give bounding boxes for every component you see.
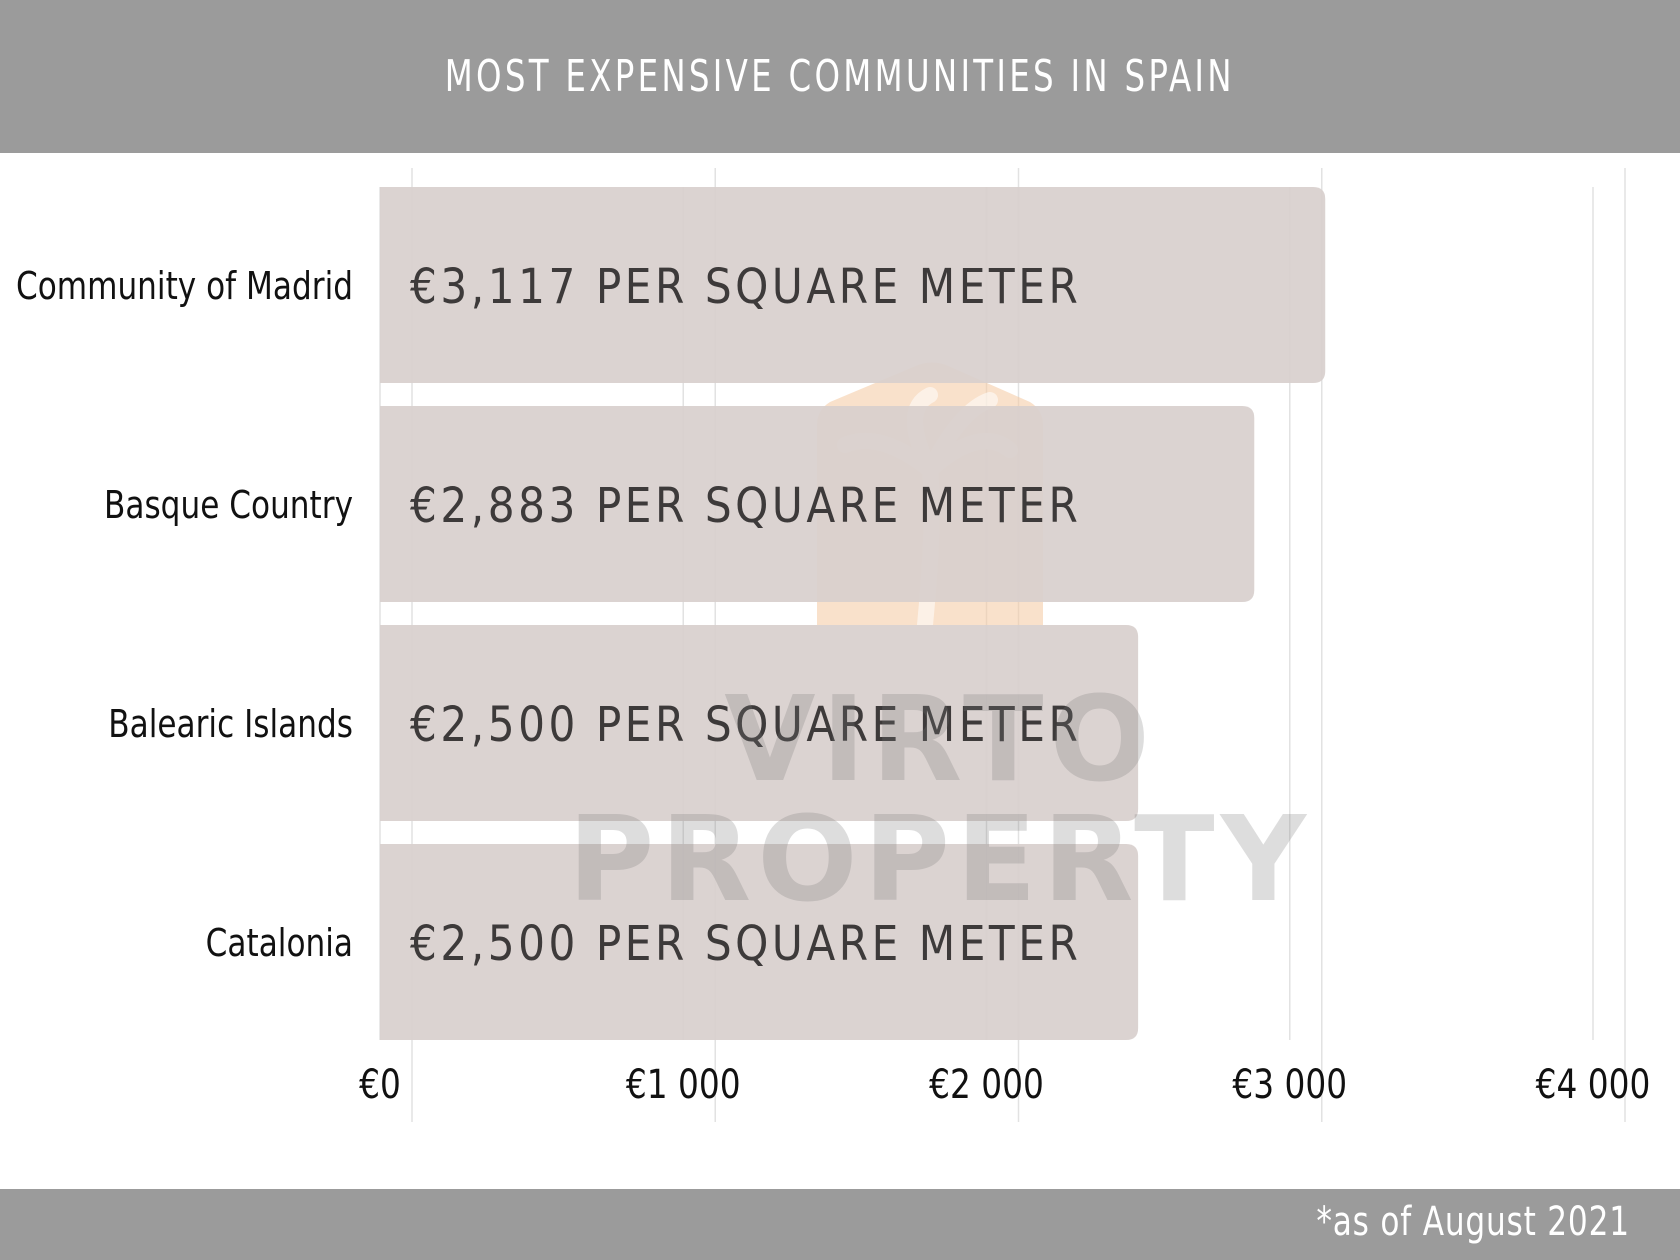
bar-chart: €3,117 PER SQUARE METER €2,883 PER SQUARE… bbox=[16, 168, 1650, 1122]
x-tick-label: €3 000 bbox=[1232, 1061, 1347, 1108]
bars: €3,117 PER SQUARE METER €2,883 PER SQUARE… bbox=[380, 187, 1326, 1040]
chart-footer: *as of August 2021 bbox=[0, 1189, 1680, 1260]
bar-value-label: €2,500 PER SQUARE METER bbox=[410, 696, 1081, 752]
bar-value-label: €2,883 PER SQUARE METER bbox=[410, 477, 1081, 533]
category-label: Community of Madrid bbox=[16, 265, 353, 309]
bar bbox=[380, 187, 1326, 383]
category-label: Basque Country bbox=[104, 484, 353, 528]
chart-title: MOST EXPENSIVE COMMUNITIES IN SPAIN bbox=[444, 51, 1236, 102]
category-label: Balearic Islands bbox=[108, 703, 353, 747]
x-tick-label: €0 bbox=[359, 1061, 401, 1108]
x-tick-label: €4 000 bbox=[1536, 1061, 1651, 1108]
chart-header: MOST EXPENSIVE COMMUNITIES IN SPAIN bbox=[0, 0, 1680, 153]
bar bbox=[380, 406, 1255, 602]
bar-value-label: €3,117 PER SQUARE METER bbox=[410, 258, 1081, 314]
date-note: *as of August 2021 bbox=[1316, 1199, 1630, 1245]
category-label: Catalonia bbox=[206, 922, 353, 966]
category-labels: Community of Madrid Basque Country Baleari… bbox=[16, 265, 353, 966]
bar bbox=[380, 844, 1139, 1040]
x-axis-ticks: €0 €1 000 €2 000 €3 000 €4 000 bbox=[359, 1061, 1650, 1108]
x-tick-label: €1 000 bbox=[626, 1061, 741, 1108]
bar bbox=[380, 625, 1139, 821]
bar-value-label: €2,500 PER SQUARE METER bbox=[410, 915, 1081, 971]
x-tick-label: €2 000 bbox=[929, 1061, 1044, 1108]
